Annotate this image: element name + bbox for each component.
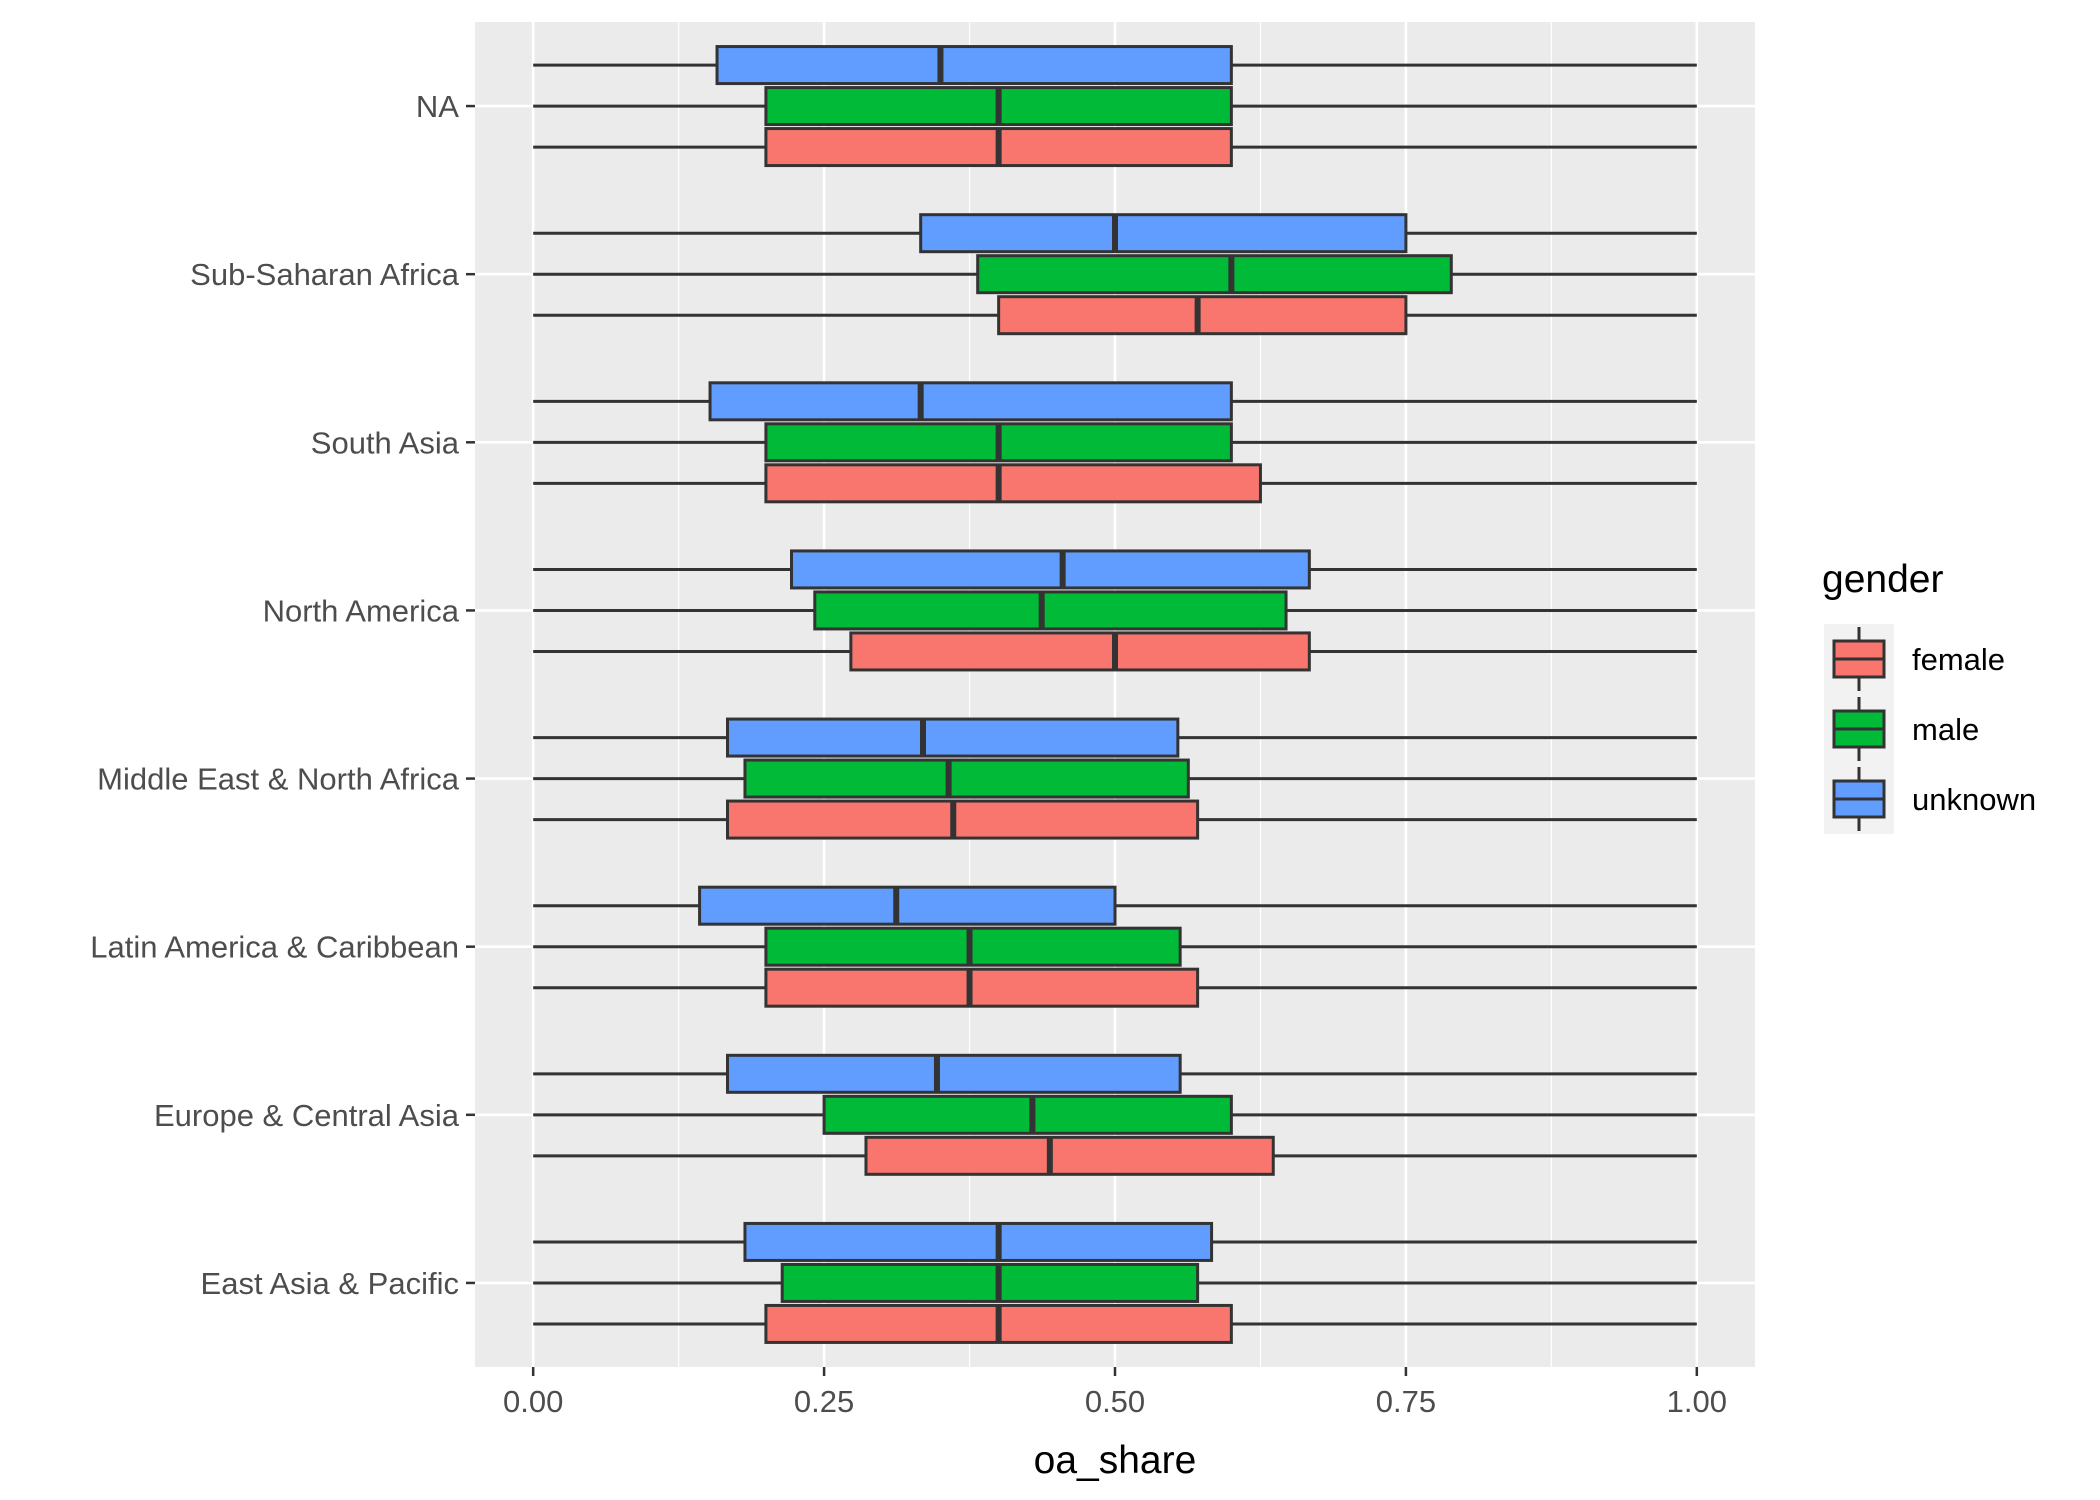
box-male-7 (533, 86, 1697, 127)
box-iqr (849, 631, 1311, 672)
box-male-2 (533, 926, 1697, 967)
box-iqr (764, 926, 1182, 967)
box-iqr (708, 381, 1233, 422)
box-iqr (790, 549, 1311, 590)
box-iqr (726, 717, 1180, 758)
y-tick-label: North America (263, 593, 460, 628)
box-iqr (764, 463, 1262, 504)
box-unknown-4 (533, 549, 1697, 590)
x-tick-label: 0.00 (503, 1384, 563, 1419)
box-iqr (743, 1221, 1214, 1262)
box-female-5 (533, 463, 1697, 504)
x-tick-label: 0.75 (1376, 1384, 1436, 1419)
box-iqr (864, 1135, 1275, 1176)
box-male-4 (533, 590, 1697, 631)
y-axis: East Asia & Pacific Europe & Central Asia… (90, 89, 475, 1301)
box-male-6 (533, 254, 1697, 295)
legend-label-female: female (1912, 642, 2005, 677)
box-iqr (780, 1262, 1200, 1303)
box-iqr (822, 1094, 1233, 1135)
legend: gender female male unknown (1822, 558, 2036, 834)
box-male-1 (533, 1094, 1697, 1135)
box-unknown-7 (533, 45, 1697, 86)
y-tick-label: Europe & Central Asia (154, 1098, 460, 1133)
box-female-0 (533, 1303, 1697, 1344)
box-unknown-1 (533, 1053, 1697, 1094)
x-axis-title: oa_share (1034, 1439, 1197, 1482)
x-tick-label: 0.25 (794, 1384, 854, 1419)
legend-label-male: male (1912, 712, 1979, 747)
x-tick-label: 0.50 (1085, 1384, 1145, 1419)
box-iqr (919, 213, 1408, 254)
legend-item-male: male (1824, 694, 1979, 764)
box-iqr (813, 590, 1288, 631)
y-tick-label: NA (416, 89, 459, 124)
box-layer (533, 45, 1697, 1344)
box-female-1 (533, 1135, 1697, 1176)
box-female-4 (533, 631, 1697, 672)
y-tick-label: Sub-Saharan Africa (190, 257, 460, 292)
x-axis: 0.00 0.25 0.50 0.75 1.00 (503, 1367, 1727, 1419)
box-female-6 (533, 295, 1697, 336)
box-male-0 (533, 1262, 1697, 1303)
x-tick-label: 1.00 (1667, 1384, 1727, 1419)
legend-label-unknown: unknown (1912, 782, 2036, 817)
box-female-2 (533, 967, 1697, 1008)
box-iqr (976, 254, 1453, 295)
box-unknown-5 (533, 381, 1697, 422)
box-female-7 (533, 127, 1697, 168)
box-unknown-0 (533, 1221, 1697, 1262)
box-iqr (726, 1053, 1182, 1094)
box-male-3 (533, 758, 1697, 799)
box-unknown-2 (533, 885, 1697, 926)
box-iqr (698, 885, 1117, 926)
y-tick-label: South Asia (311, 425, 460, 460)
y-tick-label: Latin America & Caribbean (90, 930, 459, 965)
box-female-3 (533, 799, 1697, 840)
legend-item-female: female (1824, 624, 2005, 694)
legend-title: gender (1822, 558, 1943, 601)
box-iqr (726, 799, 1200, 840)
box-iqr (997, 295, 1408, 336)
y-tick-label: Middle East & North Africa (97, 762, 460, 797)
y-tick-label: East Asia & Pacific (201, 1266, 459, 1301)
box-unknown-6 (533, 213, 1697, 254)
box-unknown-3 (533, 717, 1697, 758)
box-iqr (743, 758, 1190, 799)
box-iqr (764, 967, 1200, 1008)
legend-item-unknown: unknown (1824, 764, 2036, 834)
box-iqr (715, 45, 1233, 86)
box-male-5 (533, 422, 1697, 463)
